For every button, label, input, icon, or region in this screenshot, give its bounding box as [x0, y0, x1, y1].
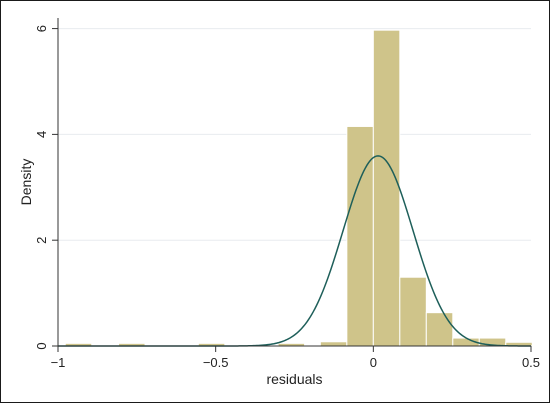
histogram-bar-8	[425, 312, 454, 347]
histogram-bar-4	[319, 341, 348, 347]
x-tick-label-3: 0.5	[522, 355, 540, 370]
histogram-bar-7	[399, 276, 427, 347]
y-tick-label-2: 4	[34, 131, 49, 138]
x-tick-label-1: −0.5	[203, 355, 229, 370]
normal-density-curve	[58, 155, 532, 347]
y-axis-title: Density	[18, 159, 34, 206]
x-axis-title: residuals	[266, 371, 322, 387]
x-tick-label-2: 0	[370, 355, 377, 370]
y-tick-label-0: 0	[34, 342, 49, 349]
histogram-bar-5	[346, 125, 374, 347]
x-tick-label-0: −1	[51, 355, 66, 370]
histogram-bar-6	[372, 29, 401, 347]
axes: −1 −0.5 0 0.5 0 2 4 6	[34, 18, 540, 370]
histogram-bars	[64, 29, 533, 347]
grid-lines	[58, 28, 531, 241]
y-tick-label-1: 2	[34, 237, 49, 244]
y-tick-label-3: 6	[34, 25, 49, 32]
